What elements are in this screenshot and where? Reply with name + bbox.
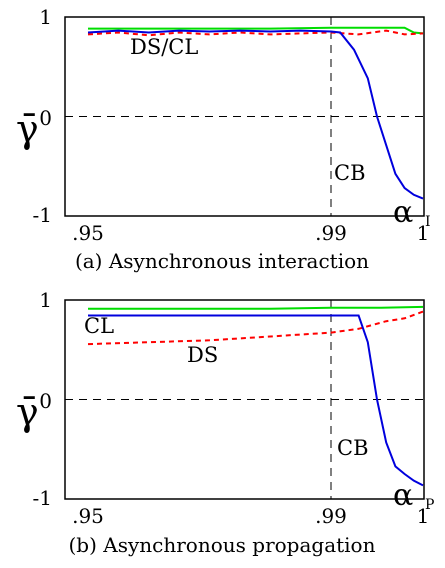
annotation-ds: DS <box>187 343 218 367</box>
annotation-cb: CB <box>337 436 369 460</box>
series-line-blue <box>87 29 424 200</box>
y-tick-label: -1 <box>33 486 52 510</box>
x-tick-label: .99 <box>315 221 347 245</box>
x-axis-label-subscript: P <box>425 497 434 513</box>
series-layer <box>87 26 424 200</box>
y-tick-label: 1 <box>39 288 52 312</box>
y-tick-label: 0 <box>39 106 52 130</box>
y-axis-label: γ̄ <box>16 390 39 434</box>
x-axis-label: α <box>393 478 413 513</box>
plot-frame <box>64 299 425 500</box>
annotation-ds-cl: DS/CL <box>130 35 198 59</box>
panel-caption: (b) Asynchronous propagation <box>69 533 376 557</box>
panel-b: 1 0 -1 .95 .99 1 γ̄ α P CL DS CB (b) Asy… <box>16 288 434 557</box>
series-line-green <box>88 305 424 310</box>
x-tick-label: .99 <box>315 504 347 528</box>
series-line-red <box>87 310 424 346</box>
x-tick-label: .95 <box>72 221 104 245</box>
y-tick-label: 1 <box>39 5 52 29</box>
x-axis-label-subscript: I <box>425 214 431 230</box>
series-line-blue <box>88 314 424 487</box>
series-line-red <box>87 29 424 37</box>
y-tick-label: 0 <box>39 389 52 413</box>
plot-frame <box>64 16 425 217</box>
x-tick-label: .95 <box>72 504 104 528</box>
x-axis-label: α <box>393 195 413 230</box>
panel-a: 1 0 -1 .95 .99 1 γ̄ α I DS/CL CB (a) Asy… <box>16 5 431 273</box>
annotation-cb: CB <box>334 161 366 185</box>
y-tick-label: -1 <box>33 203 52 227</box>
series-line-green <box>88 26 424 35</box>
panel-caption: (a) Asynchronous interaction <box>75 249 369 273</box>
x-tick-label: 1 <box>417 504 430 528</box>
x-tick-label: 1 <box>417 221 430 245</box>
annotation-cl: CL <box>84 314 114 338</box>
y-axis-label: γ̄ <box>16 107 39 151</box>
series-layer <box>87 305 424 487</box>
